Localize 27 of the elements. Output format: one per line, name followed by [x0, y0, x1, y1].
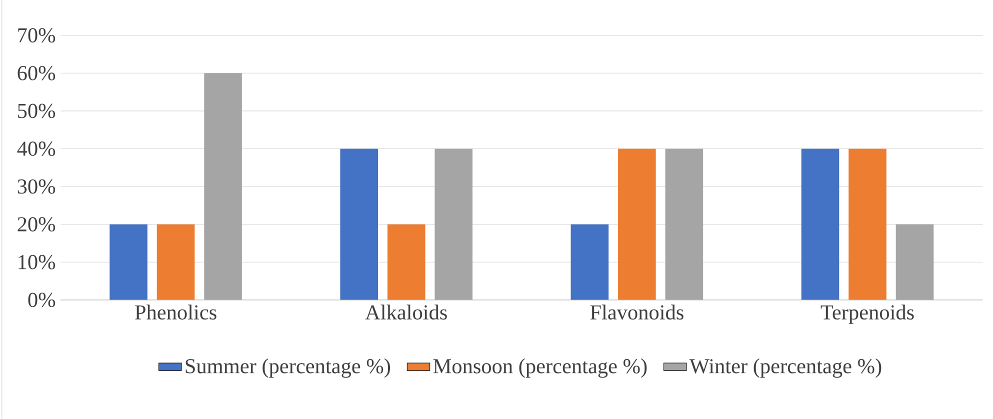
x-tick-label: Terpenoids	[820, 304, 914, 324]
y-tick-label: 0%	[28, 292, 56, 308]
x-tick-label: Flavonoids	[590, 304, 684, 320]
bar	[570, 224, 609, 300]
bar	[156, 224, 195, 300]
bar	[110, 224, 148, 300]
bar	[340, 148, 378, 300]
legend-label: Summer (percentage %)	[186, 358, 390, 378]
x-tick-label: Phenolics	[135, 304, 216, 320]
y-tick-label: 10%	[18, 254, 56, 270]
legend-label: Monsoon (percentage %)	[433, 358, 647, 378]
bar	[204, 73, 242, 300]
bar	[618, 148, 656, 300]
legend-label: Winter (percentage %)	[689, 358, 882, 378]
x-tick-label: Alkaloids	[365, 304, 447, 320]
y-tick-label: 50%	[18, 104, 56, 118]
y-tick-label: 30%	[18, 179, 56, 194]
bar	[387, 224, 426, 300]
y-tick-label: 60%	[18, 66, 56, 80]
bar	[896, 224, 934, 300]
y-tick-label: 70%	[18, 28, 56, 43]
bar	[434, 148, 473, 300]
bar	[665, 148, 704, 300]
bar	[801, 148, 840, 300]
y-tick-label: 20%	[18, 217, 56, 232]
y-tick-label: 40%	[17, 142, 56, 156]
bar	[848, 148, 886, 300]
